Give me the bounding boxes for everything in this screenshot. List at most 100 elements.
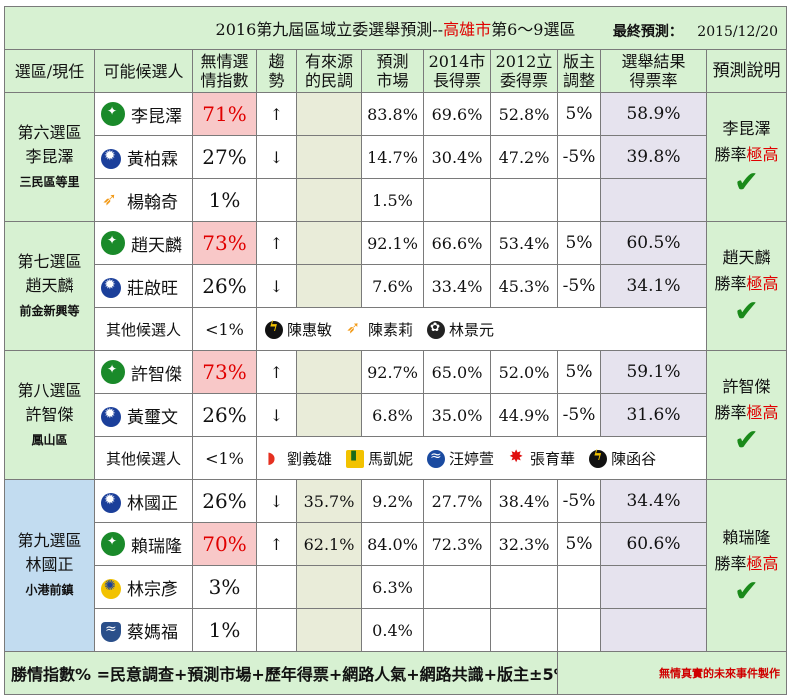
district-name: 第六選區: [17, 122, 82, 142]
candidate-name-cell: 黃璽文: [94, 393, 193, 437]
other-candidate: 陳素莉: [346, 318, 413, 340]
adjust-value: [557, 178, 601, 222]
page-title: 2016第九屆區域立委選舉預測--高雄市第6～9選區: [216, 20, 576, 39]
win-index: 26%: [192, 264, 257, 308]
mayor2014-value: 65.0%: [423, 350, 491, 394]
legis2012-value: [490, 178, 558, 222]
mayor2014-value: 72.3%: [423, 522, 491, 566]
checkmark-icon: ✔: [733, 165, 760, 200]
title-suffix: 第6～9選區: [491, 20, 576, 39]
market-value: 9.2%: [361, 479, 424, 523]
prediction-winner: 趙天麟: [722, 248, 771, 267]
result-value: 34.4%: [600, 479, 707, 523]
date-label: 最終預測：: [612, 24, 683, 40]
footer-credit: 無情真實的未來事件製作: [557, 651, 787, 695]
adjust-value: 5%: [557, 221, 601, 265]
adjust-value: 5%: [557, 522, 601, 566]
win-index: 71%: [192, 92, 257, 136]
adjust-value: -5%: [557, 479, 601, 523]
trend-arrow: ↑: [256, 522, 297, 566]
legis2012-value: 52.0%: [490, 350, 558, 394]
header-index: 無情選 情指數: [192, 49, 257, 93]
prediction-level: 極高: [746, 403, 779, 422]
header-legis2012: 2012立 委得票: [490, 49, 558, 93]
candidate-name: 林宗彥: [127, 579, 178, 600]
title-city: 高雄市: [443, 20, 492, 39]
mayor2014-value: 27.7%: [423, 479, 491, 523]
kmt-icon: [101, 277, 121, 298]
prediction-cell: 趙天麟 勝率極高 ✔: [706, 221, 787, 351]
prediction-prefix: 勝率: [714, 145, 747, 164]
kmt-icon: [101, 406, 121, 427]
win-index: 26%: [192, 393, 257, 437]
other-candidate: 汪婷萱: [427, 448, 494, 469]
trend-arrow: [256, 565, 297, 609]
candidate-name: 黃璽文: [127, 407, 178, 428]
other-candidate: 陳函谷: [589, 448, 656, 469]
district-cell: 第六選區 李昆澤 三民區等里: [4, 92, 95, 222]
adjust-value: -5%: [557, 393, 601, 437]
prediction-winner: 賴瑞隆: [722, 527, 771, 547]
poll-value: 35.7%: [296, 479, 362, 523]
result-value: 34.1%: [600, 264, 707, 308]
poll-value: [296, 178, 362, 222]
prediction-cell: 賴瑞隆 勝率極高 ✔: [706, 479, 787, 652]
flame-icon: [508, 447, 526, 468]
district-area: 三民區等里: [19, 174, 80, 189]
dpp-icon: [101, 531, 125, 556]
trend-arrow: ↑: [256, 92, 297, 136]
mayor2014-value: 69.6%: [423, 92, 491, 136]
tree-icon: [346, 448, 365, 468]
result-value: [600, 608, 707, 652]
poll-value: 62.1%: [296, 522, 362, 566]
candidate-name-cell: 趙天麟: [94, 221, 193, 265]
rainbow-icon: [265, 448, 283, 468]
candidate-name-cell: 蔡媽福: [94, 608, 193, 652]
district-name: 第七選區: [17, 251, 82, 271]
candidate-name: 莊啟旺: [127, 278, 178, 299]
win-index: 27%: [192, 135, 257, 179]
bird-icon: [346, 318, 364, 339]
trend-arrow: ↓: [256, 393, 297, 437]
legis2012-value: [490, 565, 558, 609]
candidate-name-cell: 許智傑: [94, 350, 193, 394]
prediction-prefix: 勝率: [714, 403, 747, 422]
dpp-icon: [101, 230, 125, 255]
candidate-row: 第八選區 許智傑 鳳山區 許智傑 73%↑ 92.7%65.0%52.0%5%59.…: [4, 350, 787, 480]
market-value: 0.4%: [361, 608, 424, 652]
header-adjust: 版主 調整: [557, 49, 601, 93]
adjust-value: -5%: [557, 135, 601, 179]
market-value: 14.7%: [361, 135, 424, 179]
legis2012-value: 45.3%: [490, 264, 558, 308]
result-value: 31.6%: [600, 393, 707, 437]
npp-icon: [589, 448, 608, 468]
pfp-icon: [101, 578, 121, 599]
candidate-name: 賴瑞隆: [131, 536, 182, 557]
other-candidate: 林景元: [427, 319, 494, 340]
other-candidates-row: 其他候選人 <1% 劉義雄馬凱妮汪婷萱張育華陳函谷: [5, 436, 787, 480]
mayor2014-value: [423, 608, 491, 652]
adjust-value: 5%: [557, 350, 601, 394]
others-index: <1%: [192, 307, 257, 351]
prediction-prefix: 勝率: [714, 274, 747, 293]
district-name: 第九選區: [17, 531, 82, 550]
district-cell: 第九選區 林國正 小港前鎮: [4, 479, 95, 652]
mayor2014-value: 35.0%: [423, 393, 491, 437]
mayor2014-value: 33.4%: [423, 264, 491, 308]
market-value: 83.8%: [361, 92, 424, 136]
candidate-name: 趙天麟: [131, 235, 182, 256]
result-value: 39.8%: [600, 135, 707, 179]
trend-arrow: ↓: [256, 135, 297, 179]
forecast-date: 最終預測： 2015/12/20: [613, 21, 778, 41]
checkmark-icon: ✔: [733, 294, 760, 329]
market-value: 84.0%: [361, 522, 424, 566]
candidate-row: 第七選區 趙天麟 前金新興等 趙天麟 73%↑ 92.1%66.6%53.4%5%6…: [4, 221, 787, 351]
win-index: 70%: [192, 522, 257, 566]
result-value: [600, 565, 707, 609]
candidate-row: 第六選區 李昆澤 三民區等里 李昆澤 71%↑ 83.8%69.6%52.8%5%5…: [4, 92, 787, 222]
candidate-row: 第九選區 林國正 小港前鎮 林國正 26%↓35.7%9.2%27.7%38.4%…: [4, 479, 787, 652]
poll-value: [296, 350, 362, 394]
dpp-icon: [101, 359, 125, 384]
poll-value: [296, 608, 362, 652]
market-value: 1.5%: [361, 178, 424, 222]
